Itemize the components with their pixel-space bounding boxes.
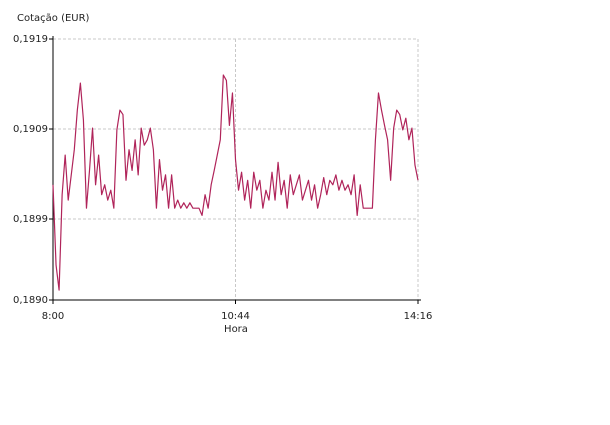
y-tick-label: 0,1890 — [13, 295, 48, 306]
price-line — [52, 74, 419, 291]
x-axis-label: Hora — [224, 324, 248, 335]
chart-title: Cotação (EUR) — [17, 13, 90, 24]
y-tick-label: 0,1909 — [13, 124, 48, 135]
y-tick-label: 0,1919 — [13, 34, 48, 45]
x-tick-label: 14:16 — [404, 311, 433, 322]
x-tick-label: 10:44 — [221, 311, 250, 322]
y-tick-label: 0,1899 — [13, 214, 48, 225]
x-tick-label: 8:00 — [42, 311, 64, 322]
